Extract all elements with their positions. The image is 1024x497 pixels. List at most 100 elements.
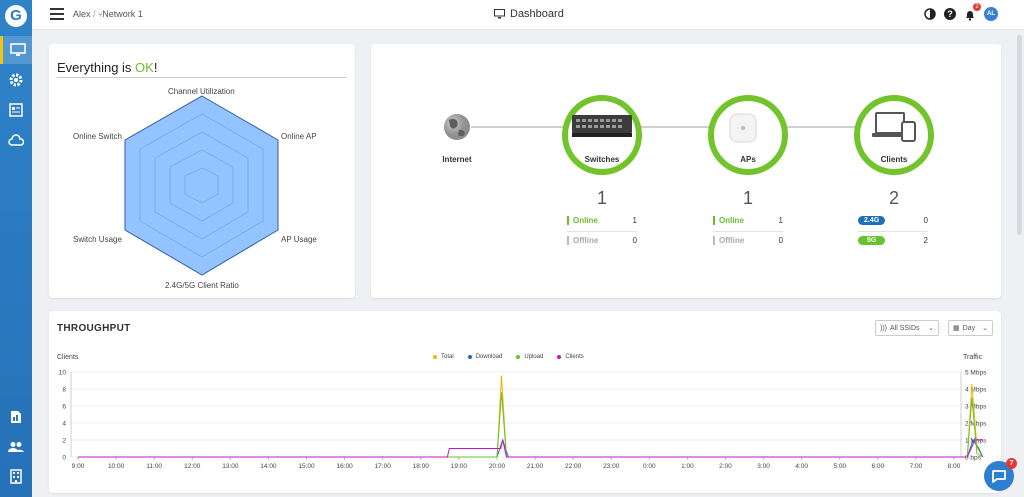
rss-icon: ))) [880, 324, 887, 332]
aps-offline-label: Offline [719, 236, 745, 245]
sidebar: G [0, 0, 32, 497]
radar-axis-switch-usage: Switch Usage [73, 235, 122, 244]
aps-count[interactable]: 1 [742, 188, 753, 208]
x-tick-label: 4:00 [795, 463, 808, 470]
health-title-suffix: ! [153, 60, 158, 75]
switches-offline-label: Offline [573, 236, 599, 245]
aps-offline-value: 0 [778, 236, 783, 245]
left-tick-label: 0 [62, 455, 66, 462]
divider [858, 231, 928, 232]
x-tick-label: 11:00 [146, 463, 162, 470]
left-axis-title: Clients [57, 354, 79, 361]
network-icon: ⑂ [98, 12, 103, 19]
legend-label: Upload [524, 354, 544, 360]
x-tick-label: 2:00 [719, 463, 732, 470]
chart-legend: Total Download Upload Clients [433, 354, 584, 360]
x-tick-label: 9:00 [72, 463, 85, 470]
divider [567, 231, 637, 232]
topology-card: Internet Switches APs Clients 1 1 2 Onli… [371, 44, 1001, 298]
switches-offline-value: 0 [632, 236, 637, 245]
radar-axis-channel-utilization: Channel Utilization [168, 87, 235, 96]
theme-toggle-icon[interactable] [924, 8, 936, 20]
series-line-clients [78, 439, 983, 458]
x-tick-label: 17:00 [375, 463, 392, 470]
breadcrumb-network[interactable]: Network 1 [102, 9, 143, 19]
breadcrumb-separator: / [93, 9, 96, 19]
legend-item-download[interactable]: Download [467, 354, 503, 360]
offline-indicator [713, 236, 715, 245]
range-filter-dropdown[interactable]: ▦ Day ⌄ [948, 320, 993, 336]
clients-count[interactable]: 2 [888, 188, 899, 208]
chevron-down-icon: ⌄ [982, 325, 988, 332]
reports-icon[interactable] [0, 96, 32, 124]
left-tick-label: 2 [62, 438, 66, 445]
legend-label: Total [441, 354, 454, 360]
legend-swatch [433, 355, 437, 359]
legend-item-total[interactable]: Total [433, 354, 454, 360]
legend-item-upload[interactable]: Upload [516, 354, 543, 360]
x-tick-label: 5:00 [833, 463, 846, 470]
x-tick-label: 10:00 [108, 463, 125, 470]
radar-axis-online-switch: Online Switch [73, 132, 122, 141]
aps-label: APs [740, 155, 756, 164]
aps-offline-row: Offline 0 [713, 236, 783, 245]
radar-chart [124, 95, 279, 276]
chevron-down-icon: ⌄ [928, 325, 934, 332]
x-tick-label: 0:00 [643, 463, 656, 470]
document-icon[interactable] [0, 403, 32, 431]
band-5g-pill: 5G [858, 236, 886, 245]
breadcrumb-user[interactable]: Alex [73, 9, 91, 19]
aps-online-value: 1 [778, 216, 783, 225]
notification-badge: 2 [973, 3, 981, 11]
x-tick-label: 19:00 [451, 463, 468, 470]
legend-item-clients[interactable]: Clients [557, 354, 584, 360]
health-title-prefix: Everything is [57, 60, 136, 75]
right-tick-label: 2 Mbps [965, 421, 987, 428]
left-tick-label: 8 [62, 387, 66, 394]
online-indicator [567, 216, 569, 225]
x-tick-label: 13:00 [222, 463, 239, 470]
left-tick-label: 6 [62, 404, 66, 411]
right-tick-label: 5 Mbps [965, 370, 987, 377]
ssid-filter-dropdown[interactable]: ))) All SSIDs ⌄ [875, 320, 939, 336]
avatar[interactable]: AL [984, 7, 998, 21]
gear-icon[interactable] [0, 66, 32, 94]
x-tick-label: 7:00 [910, 463, 923, 470]
legend-swatch [557, 355, 562, 359]
users-icon[interactable] [0, 433, 32, 461]
help-icon[interactable]: ? [944, 8, 956, 20]
health-title: Everything is OK! [57, 60, 157, 75]
page-scrollbar[interactable] [1017, 35, 1022, 235]
right-tick-label: 4 Mbps [965, 387, 987, 394]
page-title: Dashboard [494, 8, 564, 20]
legend-label: Download [475, 354, 503, 360]
switches-count[interactable]: 1 [596, 188, 607, 208]
left-tick-label: 4 [62, 421, 66, 428]
legend-swatch [467, 355, 472, 359]
x-tick-label: 15:00 [298, 463, 315, 470]
topbar: Alex / ⑂Network 1 Dashboard ? 2 AL [32, 0, 1024, 30]
x-tick-label: 14:00 [260, 463, 277, 470]
x-tick-label: 16:00 [336, 463, 353, 470]
x-tick-label: 6:00 [871, 463, 884, 470]
switch-device-icon [572, 115, 632, 137]
switches-online-row: Online 1 [567, 216, 637, 225]
bell-icon[interactable]: 2 [964, 3, 981, 21]
monitor-icon[interactable] [0, 36, 32, 64]
x-tick-label: 23:00 [603, 463, 620, 470]
topbar-actions: ? 2 AL [924, 3, 998, 21]
hamburger-menu-icon[interactable] [50, 8, 64, 20]
offline-indicator [567, 236, 569, 245]
access-point-icon [729, 113, 757, 143]
switches-label: Switches [584, 155, 620, 164]
series-line-upload [78, 392, 983, 458]
radar-axis-online-ap: Online AP [281, 132, 317, 141]
x-tick-label: 12:00 [184, 463, 201, 470]
right-tick-label: 0 bps [965, 455, 982, 462]
health-divider [57, 77, 347, 78]
app-logo[interactable]: G [5, 5, 27, 27]
building-icon[interactable] [0, 462, 32, 490]
right-axis-title: Traffic [963, 354, 983, 361]
clients-5g-row: 5G 2 [858, 236, 928, 245]
cloud-icon[interactable] [0, 126, 32, 154]
